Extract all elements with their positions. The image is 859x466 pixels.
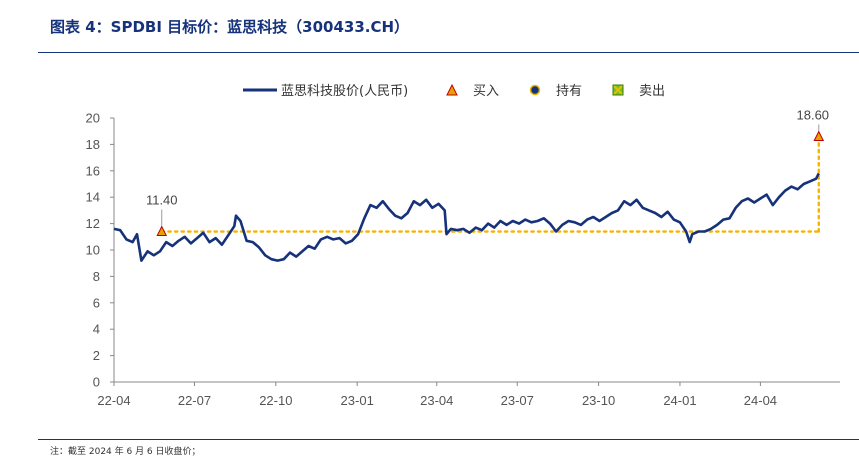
legend-label-hold: 持有 xyxy=(556,84,582,99)
x-tick-label: 23-04 xyxy=(420,393,453,408)
legend-label-price: 蓝思科技股价(人民币) xyxy=(281,84,408,99)
x-tick-label: 23-01 xyxy=(341,393,374,408)
y-tick-label: 18 xyxy=(86,137,100,152)
legend-label-sell: 卖出 xyxy=(639,84,665,99)
y-tick-label: 14 xyxy=(86,190,100,205)
x-tick-label: 23-10 xyxy=(582,393,615,408)
x-tick-label: 22-10 xyxy=(259,393,292,408)
x-tick-label: 22-07 xyxy=(178,393,211,408)
figure-title: 图表 4：SPDBI 目标价：蓝思科技（300433.CH） xyxy=(50,18,410,36)
price-series-line xyxy=(113,172,820,262)
x-tick-label: 23-07 xyxy=(501,393,534,408)
target-price-label: 18.60 xyxy=(797,107,830,122)
y-tick-label: 2 xyxy=(93,348,100,363)
y-tick-label: 6 xyxy=(93,295,100,310)
y-tick-label: 4 xyxy=(93,322,100,337)
x-tick-label: 22-04 xyxy=(97,393,130,408)
x-axis: 22-04 22-07 22-10 23-01 23-04 23-07 23-10 24-01… xyxy=(97,381,840,408)
footnote: 注：截至 2024 年 6 月 6 日收盘价； xyxy=(50,447,201,457)
x-tick-label: 24-04 xyxy=(744,393,777,408)
title-divider xyxy=(38,52,859,53)
target-price-label: 11.40 xyxy=(146,193,178,208)
y-tick-label: 12 xyxy=(86,216,100,231)
y-tick-label: 10 xyxy=(86,243,100,258)
y-tick-label: 8 xyxy=(93,269,100,284)
y-tick-label: 20 xyxy=(86,111,100,126)
legend-label-buy: 买入 xyxy=(473,84,499,99)
rating-markers: 11.40 18.60 xyxy=(146,107,830,237)
buy-marker xyxy=(156,225,168,237)
y-tick-label: 16 xyxy=(86,163,100,178)
x-mark-icon xyxy=(613,85,623,95)
target-price-lines xyxy=(160,135,820,233)
circle-icon xyxy=(529,84,541,96)
x-tick-label: 24-01 xyxy=(663,393,696,408)
buy-marker xyxy=(813,130,825,141)
y-tick-label: 0 xyxy=(93,375,100,390)
y-axis: 0 2 4 6 8 10 12 14 16 18 20 xyxy=(86,111,115,390)
footer-divider xyxy=(38,439,859,440)
price-chart: 蓝思科技股价(人民币) 买入 持有 卖出 0 2 4 6 8 10 12 14 16 18 20 22-0… xyxy=(86,83,840,408)
chart-legend: 蓝思科技股价(人民币) 买入 持有 卖出 xyxy=(243,83,665,99)
triangle-icon xyxy=(446,83,458,96)
